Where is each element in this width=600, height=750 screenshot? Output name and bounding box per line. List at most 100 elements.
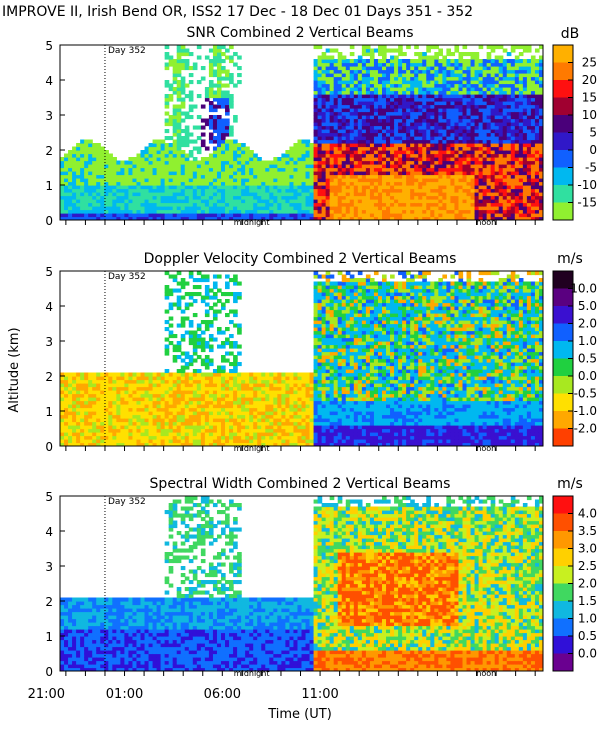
heatmap-cell bbox=[72, 414, 77, 419]
heatmap-cell bbox=[112, 209, 117, 214]
heatmap-cell bbox=[510, 181, 516, 186]
heatmap-cell bbox=[80, 439, 85, 444]
heatmap-cell bbox=[414, 150, 419, 155]
heatmap-cell bbox=[333, 206, 339, 211]
heatmap-cell bbox=[192, 171, 198, 176]
heatmap-cell bbox=[184, 111, 190, 116]
heatmap-cell bbox=[357, 153, 363, 158]
heatmap-cell bbox=[510, 59, 516, 64]
heatmap-cell bbox=[221, 195, 226, 200]
heatmap-cell bbox=[466, 157, 472, 162]
heatmap-cell bbox=[325, 73, 331, 78]
heatmap-cell bbox=[261, 181, 266, 186]
heatmap-cell bbox=[394, 132, 399, 137]
heatmap-cell bbox=[192, 174, 198, 179]
heatmap-cell bbox=[357, 209, 363, 214]
heatmap-cell bbox=[377, 69, 383, 74]
heatmap-cell bbox=[365, 76, 371, 81]
heatmap-cell bbox=[72, 174, 77, 179]
heatmap-cell bbox=[108, 372, 113, 377]
heatmap-cell bbox=[349, 188, 355, 193]
heatmap-cell bbox=[502, 174, 508, 179]
heatmap-cell bbox=[72, 428, 77, 433]
heatmap-cell bbox=[538, 157, 543, 162]
heatmap-cell bbox=[325, 80, 331, 85]
heatmap-cell bbox=[361, 216, 367, 220]
heatmap-cell bbox=[221, 136, 226, 141]
heatmap-cell bbox=[490, 153, 496, 158]
heatmap-cell bbox=[426, 122, 431, 127]
heatmap-cell bbox=[313, 192, 319, 197]
heatmap-cell bbox=[76, 383, 81, 388]
heatmap-cell bbox=[398, 69, 403, 74]
heatmap-cell bbox=[237, 195, 242, 200]
heatmap-cell bbox=[128, 411, 134, 416]
heatmap-cell bbox=[112, 181, 117, 186]
heatmap-cell bbox=[152, 153, 158, 158]
heatmap-cell bbox=[144, 386, 150, 391]
heatmap-cell bbox=[390, 48, 395, 53]
heatmap-cell bbox=[369, 115, 375, 120]
heatmap-cell bbox=[269, 213, 274, 218]
heatmap-cell bbox=[96, 202, 101, 207]
heatmap-cell bbox=[136, 199, 142, 204]
heatmap-cell bbox=[482, 125, 488, 130]
heatmap-cell bbox=[172, 390, 178, 395]
heatmap-cell bbox=[341, 132, 347, 137]
heatmap-cell bbox=[192, 216, 198, 220]
heatmap-cell bbox=[285, 206, 291, 211]
heatmap-cell bbox=[341, 185, 347, 190]
heatmap-cell bbox=[88, 153, 93, 158]
heatmap-cell bbox=[132, 379, 138, 384]
heatmap-cell bbox=[104, 428, 109, 433]
heatmap-cell bbox=[514, 171, 520, 176]
heatmap-cell bbox=[172, 393, 178, 398]
heatmap-cell bbox=[180, 59, 186, 64]
heatmap-cell bbox=[498, 199, 504, 204]
heatmap-cell bbox=[365, 160, 371, 165]
heatmap-cell bbox=[426, 48, 431, 53]
heatmap-cell bbox=[160, 199, 166, 204]
heatmap-cell bbox=[128, 428, 134, 433]
heatmap-cell bbox=[148, 393, 154, 398]
heatmap-cell bbox=[96, 216, 101, 220]
heatmap-cell bbox=[502, 66, 508, 71]
heatmap-cell bbox=[361, 153, 367, 158]
heatmap-cell bbox=[462, 153, 468, 158]
heatmap-cell bbox=[454, 167, 460, 172]
heatmap-cell bbox=[60, 185, 65, 190]
heatmap-cell bbox=[156, 164, 162, 169]
heatmap-cell bbox=[84, 390, 89, 395]
heatmap-cell bbox=[466, 62, 472, 67]
heatmap-cell bbox=[329, 76, 335, 81]
heatmap-cell bbox=[377, 80, 383, 85]
heatmap-cell bbox=[357, 206, 363, 211]
heatmap-cell bbox=[369, 104, 375, 109]
heatmap-cell bbox=[361, 136, 367, 141]
heatmap-cell bbox=[180, 136, 186, 141]
heatmap-cell bbox=[140, 421, 146, 426]
heatmap-cell bbox=[140, 404, 146, 409]
heatmap-cell bbox=[104, 206, 109, 211]
heatmap-cell bbox=[132, 390, 138, 395]
heatmap-cell bbox=[349, 174, 355, 179]
heatmap-cell bbox=[204, 167, 210, 172]
heatmap-cell bbox=[458, 87, 464, 92]
heatmap-cell bbox=[261, 174, 266, 179]
heatmap-cell bbox=[305, 185, 311, 190]
heatmap-cell bbox=[490, 188, 496, 193]
heatmap-cell bbox=[253, 157, 258, 162]
heatmap-cell bbox=[72, 404, 77, 409]
heatmap-cell bbox=[538, 115, 543, 120]
heatmap-cell bbox=[458, 216, 464, 220]
heatmap-cell bbox=[100, 428, 105, 433]
heatmap-cell bbox=[414, 104, 419, 109]
heatmap-cell bbox=[442, 209, 448, 214]
heatmap-cell bbox=[160, 407, 166, 412]
heatmap-cell bbox=[462, 167, 468, 172]
heatmap-cell bbox=[486, 52, 492, 57]
heatmap-cell bbox=[510, 66, 516, 71]
heatmap-cell bbox=[373, 115, 379, 120]
heatmap-cell bbox=[333, 118, 339, 123]
